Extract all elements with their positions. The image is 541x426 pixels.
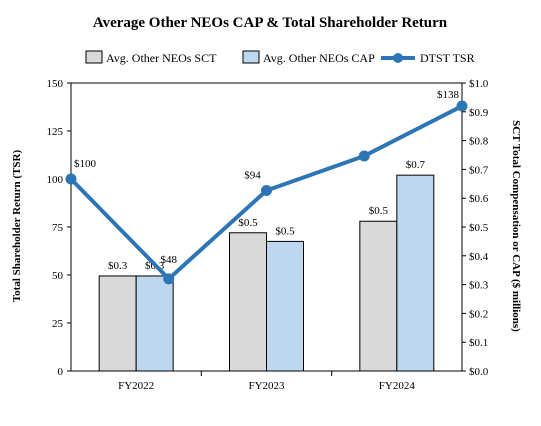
bar-data-label: $0.5 [369,205,389,217]
y-right-tick-label: $0.7 [469,164,489,176]
y-left-tick-label: 50 [52,270,64,282]
y-right-tick-label: $0.3 [469,280,489,292]
y-left-tick-label: 0 [58,366,64,378]
y-right-tick-label: $0.8 [469,136,489,148]
legend-label: Avg. Other NEOs CAP [263,51,375,65]
bar-sct-fy2024 [359,220,398,372]
bar-cap-fy2023 [266,240,304,372]
y-right-tick-label: $0.0 [469,366,489,378]
bar-sct-fy2022 [98,275,137,372]
y-left-tick-label: 25 [52,318,64,330]
tsr-data-label: $138 [437,89,460,101]
bar-data-label: $0.3 [108,260,128,272]
legend-swatch-cap [242,50,260,64]
y-right-tick-label: $0.5 [469,222,489,234]
y-right-tick-label: $0.6 [469,193,489,205]
bar-data-label: $0.7 [406,159,426,171]
y-left-tick-label: 125 [47,126,64,138]
y-right-tick-label: $0.1 [469,337,488,349]
tsr-data-label: $100 [74,158,97,170]
tsr-point [261,185,272,197]
tsr-point [358,150,370,162]
tsr-data-label: $48 [161,254,178,266]
tsr-data-label: $94 [244,170,261,182]
legend-label: DTST TSR [420,51,475,65]
bar-cap-fy2022 [135,275,174,372]
tsr-point [163,273,175,285]
legend-label: Avg. Other NEOs SCT [106,51,217,65]
y-left-tick-label: 75 [52,222,64,234]
y-right-tick-label: $1.0 [469,78,489,90]
bar-sct-fy2023 [229,232,267,372]
y-right-tick-label: $0.2 [469,308,488,320]
bar-cap-fy2024 [396,174,435,372]
bar-data-label: $0.5 [238,217,258,229]
y-right-tick-label: $0.4 [469,251,489,263]
plot-area: 0 25 50 75 100 125 150 $0.0 $0.1 $0.2 $0.3 $0.4 $0.5… [47,78,489,392]
y-axis-left-title: Total Shareholder Return (TSR) [11,150,23,303]
bar-data-label: $0.5 [275,225,295,237]
tsr-point [456,100,468,112]
y-left-tick-label: 100 [47,174,64,186]
x-tick-label: FY2023 [248,380,285,392]
legend: Avg. Other NEOs SCT Avg. Other NEOs CAP DT… [85,50,475,65]
legend-swatch-tsr-marker [393,53,403,63]
tsr-point [65,173,77,185]
x-tick-label: FY2022 [118,380,154,392]
y-axis-right-title: SCT Total Compensation or CAP ($ million… [510,120,522,332]
legend-swatch-sct [85,50,103,64]
y-right-tick-label: $0.9 [469,107,489,119]
chart-title: Average Other NEOs CAP & Total Sharehold… [93,15,448,31]
y-left-tick-label: 150 [47,78,64,90]
x-tick-label: FY2024 [379,380,416,392]
